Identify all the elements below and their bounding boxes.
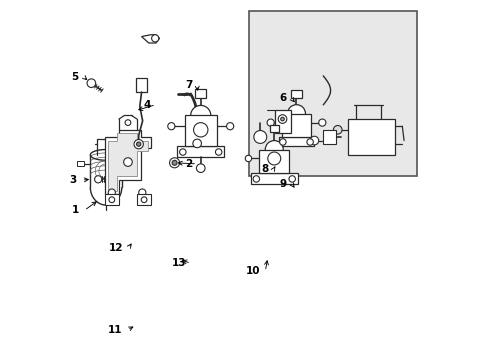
Text: 1: 1 (72, 206, 80, 216)
Circle shape (333, 126, 341, 134)
Bar (282, 114, 310, 137)
Circle shape (193, 123, 207, 137)
Bar (249, 12, 416, 176)
Bar (136, 78, 147, 92)
Bar (274, 110, 290, 134)
Text: 4: 4 (143, 100, 151, 110)
Circle shape (267, 152, 280, 165)
Polygon shape (142, 35, 159, 43)
Circle shape (172, 160, 177, 165)
Circle shape (167, 123, 175, 130)
Polygon shape (177, 146, 224, 157)
Bar (291, 90, 301, 98)
Polygon shape (250, 173, 297, 184)
Bar (184, 116, 217, 146)
Circle shape (151, 35, 159, 42)
Polygon shape (104, 130, 151, 194)
Circle shape (109, 197, 115, 203)
Bar (104, 194, 119, 205)
Text: 13: 13 (172, 258, 186, 268)
Circle shape (244, 155, 251, 162)
Circle shape (306, 139, 313, 145)
Circle shape (125, 120, 131, 126)
Bar (195, 89, 206, 98)
Circle shape (287, 105, 305, 123)
Circle shape (309, 136, 318, 145)
Circle shape (139, 189, 145, 196)
Circle shape (179, 149, 185, 155)
Polygon shape (108, 134, 147, 191)
Circle shape (215, 149, 222, 155)
Bar (259, 149, 289, 173)
Bar (269, 125, 278, 132)
Text: 6: 6 (279, 93, 286, 103)
Bar (137, 194, 151, 205)
Circle shape (94, 176, 102, 183)
Bar (77, 161, 83, 166)
Text: 12: 12 (109, 243, 123, 253)
Circle shape (280, 117, 284, 121)
Circle shape (226, 123, 233, 130)
Text: 11: 11 (108, 325, 122, 335)
Circle shape (278, 115, 286, 123)
Text: 8: 8 (261, 164, 268, 174)
Circle shape (169, 158, 179, 168)
Bar (323, 130, 335, 144)
Circle shape (196, 164, 204, 172)
Text: 7: 7 (185, 80, 192, 90)
Text: 9: 9 (279, 179, 286, 189)
Circle shape (318, 119, 325, 126)
Circle shape (253, 131, 266, 143)
Text: 3: 3 (70, 175, 77, 185)
Circle shape (288, 176, 295, 182)
Text: 5: 5 (71, 72, 79, 82)
Text: 2: 2 (185, 159, 192, 169)
Circle shape (190, 105, 210, 126)
Circle shape (123, 158, 132, 166)
Circle shape (134, 139, 143, 149)
Circle shape (192, 139, 201, 148)
Circle shape (279, 139, 285, 145)
Text: 10: 10 (245, 266, 260, 276)
Circle shape (266, 119, 274, 126)
Circle shape (136, 142, 141, 146)
Circle shape (141, 197, 147, 203)
Circle shape (253, 176, 259, 182)
Circle shape (108, 189, 115, 196)
Circle shape (87, 79, 96, 87)
Polygon shape (348, 119, 394, 155)
Polygon shape (278, 137, 314, 146)
Circle shape (265, 140, 283, 158)
